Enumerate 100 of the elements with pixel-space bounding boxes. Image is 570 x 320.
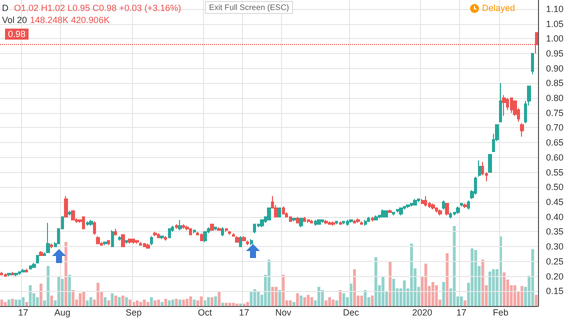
y-tick-label: 0.20 xyxy=(546,271,564,282)
x-tick-label: Aug xyxy=(54,308,70,318)
y-tick-label: 0.75 xyxy=(546,108,564,118)
candlestick xyxy=(467,200,470,210)
candlestick xyxy=(11,271,14,276)
bar xyxy=(118,297,121,306)
candlestick xyxy=(118,236,121,242)
candlestick xyxy=(424,196,427,207)
candlestick xyxy=(189,228,192,236)
candlestick xyxy=(413,198,417,206)
bar xyxy=(4,302,7,306)
candlestick xyxy=(339,220,342,225)
bar xyxy=(125,297,128,306)
candlestick xyxy=(114,228,117,236)
candlestick xyxy=(239,236,242,248)
candlestick xyxy=(478,160,481,178)
candlestick xyxy=(406,204,410,208)
y-tick-label: 0.50 xyxy=(546,182,564,192)
bar xyxy=(292,302,296,306)
bar xyxy=(513,285,516,306)
candlestick xyxy=(371,216,374,222)
y-tick-label: 1.10 xyxy=(546,4,564,14)
bar xyxy=(174,298,178,306)
candlestick xyxy=(356,218,360,224)
candlestick xyxy=(103,242,107,246)
candlestick xyxy=(25,268,28,272)
y-tick-label: 0.55 xyxy=(546,167,564,178)
bar xyxy=(50,296,54,306)
y-tick-label: 0.95 xyxy=(546,48,564,58)
candlestick xyxy=(246,240,249,246)
bar xyxy=(332,300,335,306)
annotation: Delayed xyxy=(482,3,516,14)
candlestick xyxy=(214,226,217,231)
bar xyxy=(46,266,50,306)
y-tick-label: 0.15 xyxy=(546,286,564,296)
bar xyxy=(317,286,320,306)
bar xyxy=(435,285,438,306)
x-tick-label: Oct xyxy=(198,308,212,318)
candlestick xyxy=(157,232,160,238)
candlestick xyxy=(46,222,50,254)
bar xyxy=(442,282,446,306)
candlestick xyxy=(324,219,328,225)
candlestick xyxy=(346,219,349,226)
candlestick xyxy=(89,219,93,226)
bar xyxy=(157,300,160,306)
candlestick xyxy=(520,122,524,138)
candlestick xyxy=(168,228,171,238)
candlestick xyxy=(235,236,239,243)
candlestick xyxy=(303,216,306,222)
candlestick xyxy=(282,206,285,214)
candlestick xyxy=(328,220,331,225)
candlestick xyxy=(182,224,185,230)
candlestick xyxy=(367,216,370,222)
candlestick xyxy=(296,216,299,224)
bar xyxy=(446,253,449,306)
candlestick xyxy=(417,198,420,203)
bar xyxy=(300,296,302,306)
candlestick xyxy=(463,203,467,208)
bar xyxy=(388,262,392,306)
candlestick xyxy=(474,176,477,196)
bar xyxy=(360,296,364,306)
bar xyxy=(40,284,42,306)
bar xyxy=(154,300,156,306)
bar xyxy=(232,302,235,306)
y-tick-label: 0.45 xyxy=(546,197,564,208)
candlestick xyxy=(317,219,321,225)
candlestick xyxy=(353,219,356,224)
x-tick-label: Sep xyxy=(126,308,142,318)
candlestick xyxy=(121,234,125,248)
bar xyxy=(107,300,110,306)
bar xyxy=(520,286,524,306)
candlestick xyxy=(388,208,392,213)
candlestick xyxy=(210,224,214,231)
bar xyxy=(36,297,39,306)
candlestick xyxy=(442,200,445,210)
bar xyxy=(324,300,328,306)
candlestick xyxy=(449,212,452,219)
candlestick xyxy=(164,236,167,242)
candlestick xyxy=(278,207,281,218)
candlestick xyxy=(150,236,153,246)
candlestick xyxy=(178,219,182,231)
bar xyxy=(14,300,18,306)
candlestick xyxy=(431,203,435,210)
y-tick-label: 0.85 xyxy=(546,78,564,88)
candlestick xyxy=(307,219,310,224)
bar xyxy=(410,244,413,306)
candlestick xyxy=(125,240,128,244)
candlestick xyxy=(342,220,345,225)
candlestick xyxy=(143,243,146,248)
bar xyxy=(128,300,132,306)
candlestick xyxy=(71,210,75,220)
bar xyxy=(136,300,139,306)
candlestick xyxy=(82,216,85,230)
y-tick-label: 0.90 xyxy=(546,63,564,74)
candlestick xyxy=(132,238,135,244)
bar xyxy=(460,296,463,306)
candlestick xyxy=(185,225,189,231)
candlestick xyxy=(64,196,68,218)
y-tick-label: 1.00 xyxy=(546,34,564,44)
bar xyxy=(11,298,14,306)
